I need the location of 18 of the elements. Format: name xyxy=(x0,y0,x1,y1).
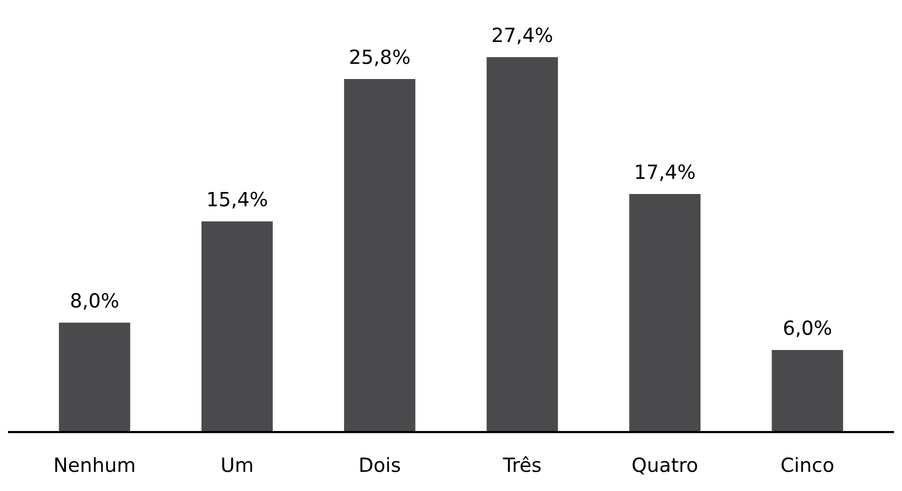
bar xyxy=(201,221,273,432)
x-tick-label: Quatro xyxy=(632,457,698,474)
data-label: 25,8% xyxy=(350,49,410,66)
x-tick-label: Cinco xyxy=(782,457,834,472)
bar xyxy=(772,350,844,432)
data-label: 17,4% xyxy=(636,164,695,182)
bar xyxy=(629,194,701,432)
x-tick-label: Dois xyxy=(360,457,400,472)
data-label: 6,0% xyxy=(784,320,832,338)
x-tick-label: Nenhum xyxy=(55,457,134,472)
data-label: 8,0% xyxy=(71,293,118,310)
bar xyxy=(486,57,558,432)
bar xyxy=(344,79,416,432)
data-label: 15,4% xyxy=(208,192,267,208)
bar xyxy=(58,322,130,432)
data-label: 27,4% xyxy=(492,28,552,44)
x-tick-label: Um xyxy=(222,458,252,472)
x-tick-label: Três xyxy=(502,456,541,472)
